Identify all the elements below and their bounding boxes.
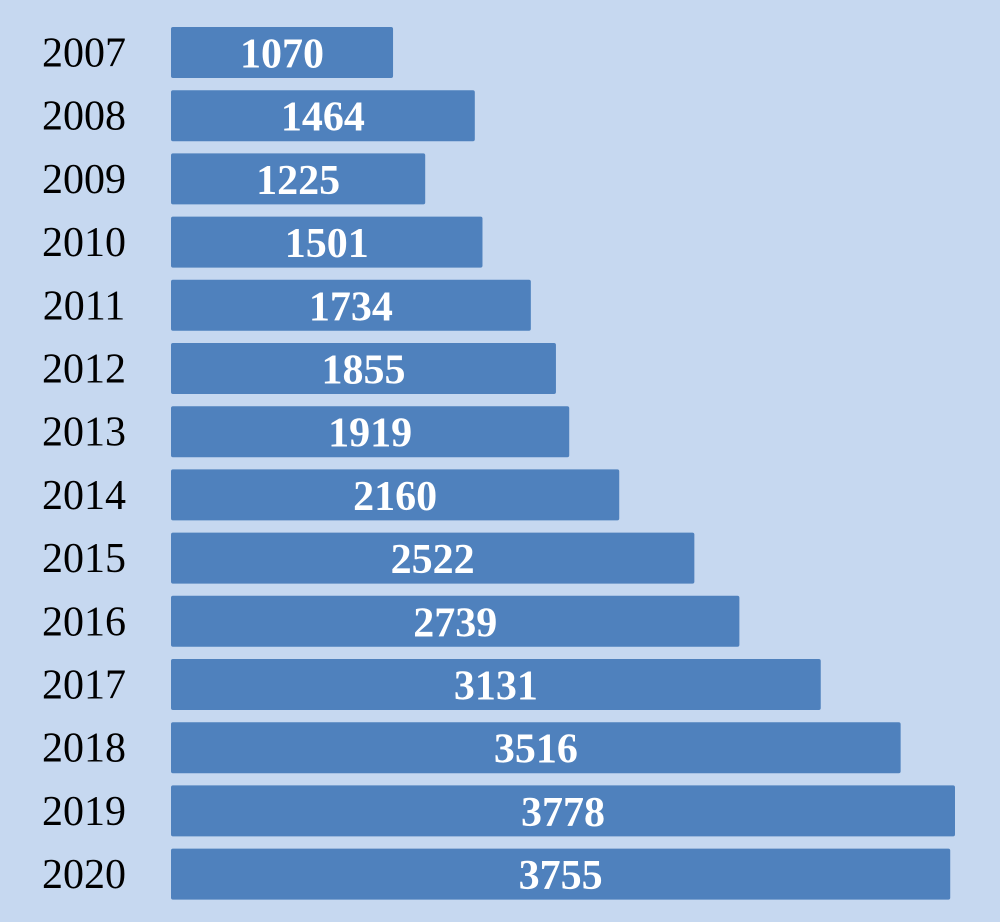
data-label: 3755 bbox=[519, 853, 603, 899]
data-label: 3778 bbox=[521, 790, 605, 836]
y-tick-label: 2012 bbox=[42, 347, 126, 393]
data-label: 2739 bbox=[413, 600, 497, 646]
labels-layer: 2007 1070 2008 1464 2009 1225 2010 1501 2011 1734… bbox=[42, 31, 605, 900]
bar-2017 bbox=[171, 659, 821, 710]
data-label: 3516 bbox=[494, 727, 578, 773]
bar-2014 bbox=[171, 469, 620, 521]
bar-2020 bbox=[171, 848, 951, 900]
bar-2018 bbox=[171, 722, 901, 774]
data-label: 1855 bbox=[321, 348, 405, 394]
data-label: 1501 bbox=[285, 221, 369, 267]
bar-2009 bbox=[171, 153, 426, 205]
bar-2016 bbox=[171, 595, 740, 647]
data-label: 1225 bbox=[256, 158, 340, 204]
bar-2012 bbox=[171, 343, 556, 394]
data-label: 2522 bbox=[391, 537, 475, 583]
y-tick-label: 2007 bbox=[42, 31, 126, 77]
y-tick-label: 2015 bbox=[42, 536, 126, 582]
data-label: 3131 bbox=[454, 664, 538, 710]
bar-2011 bbox=[171, 279, 531, 331]
data-label: 1734 bbox=[309, 284, 393, 330]
data-label: 1919 bbox=[328, 411, 412, 457]
y-tick-label: 2020 bbox=[42, 852, 126, 898]
y-tick-label: 2018 bbox=[42, 726, 126, 772]
data-label: 1070 bbox=[240, 32, 324, 78]
bar-2019 bbox=[171, 785, 955, 837]
data-label: 1464 bbox=[281, 95, 365, 141]
bars-layer bbox=[171, 27, 955, 900]
bar-2010 bbox=[171, 216, 483, 268]
y-tick-label: 2017 bbox=[42, 663, 126, 709]
y-tick-label: 2010 bbox=[42, 220, 126, 266]
bar-2015 bbox=[171, 532, 695, 584]
y-tick-label: 2014 bbox=[42, 473, 126, 519]
y-tick-label: 2016 bbox=[42, 599, 126, 645]
y-tick-label: 2019 bbox=[42, 789, 126, 835]
y-tick-label: 2009 bbox=[42, 157, 126, 203]
data-label: 2160 bbox=[353, 474, 437, 520]
bar-2008 bbox=[171, 90, 475, 142]
y-tick-label: 2008 bbox=[42, 94, 126, 140]
bar-2007 bbox=[171, 27, 394, 78]
y-tick-label: 2013 bbox=[42, 410, 126, 456]
bar-2013 bbox=[171, 406, 570, 458]
y-tick-label: 2011 bbox=[43, 283, 125, 329]
